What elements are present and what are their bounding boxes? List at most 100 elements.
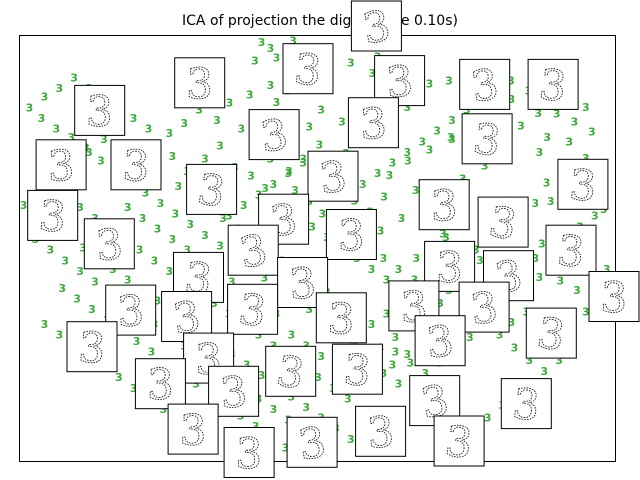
scatter-point: 3 [282, 441, 290, 454]
scatter-point: 3 [305, 120, 313, 133]
scatter-point: 3 [383, 307, 391, 320]
digit-thumbnail: 3 [557, 158, 609, 211]
digit-thumbnail: 3 [500, 378, 552, 431]
scatter-point: 3 [347, 433, 355, 446]
digit-thumbnail: 3 [347, 97, 399, 149]
digit-thumbnail: 3 [186, 164, 238, 217]
scatter-point: 3 [91, 276, 99, 289]
scatter-point: 3 [511, 341, 519, 354]
digit-thumbnail: 3 [66, 321, 118, 374]
scatter-point: 3 [55, 329, 63, 342]
scatter-point: 3 [70, 72, 78, 85]
scatter-point: 3 [317, 350, 325, 363]
scatter-point: 3 [543, 177, 551, 190]
thumbnail-frame [355, 405, 407, 457]
thumbnail-frame [414, 315, 466, 367]
thumbnail-frame [282, 43, 334, 95]
scatter-point: 3 [273, 52, 281, 65]
scatter-point: 3 [267, 79, 275, 92]
scatter-point: 3 [481, 160, 489, 173]
scatter-point: 3 [392, 346, 400, 359]
scatter-point: 3 [67, 131, 75, 144]
scatter-point: 3 [507, 75, 515, 88]
scatter-point: 3 [317, 104, 325, 117]
scatter-point: 3 [418, 135, 426, 148]
digit-thumbnail: 3 [315, 292, 367, 344]
scatter-point: 3 [398, 212, 406, 225]
scatter-point: 3 [496, 329, 504, 342]
thumbnail-frame [35, 139, 87, 191]
scatter-point: 3 [305, 303, 313, 316]
scatter-point: 3 [174, 180, 182, 193]
scatter-point: 3 [226, 97, 234, 110]
scatter-point: 3 [573, 284, 581, 297]
scatter-point: 3 [237, 123, 245, 136]
scatter-point: 3 [142, 186, 150, 199]
scatter-point: 3 [404, 155, 412, 168]
scatter-point: 3 [251, 55, 259, 68]
scatter-point: 3 [243, 358, 251, 371]
scatter-point: 3 [41, 318, 49, 331]
thumbnail-frame [248, 109, 300, 161]
digit-thumbnail: 3 [350, 0, 402, 54]
scatter-point: 3 [536, 146, 544, 159]
digit-thumbnail: 3 [527, 58, 579, 112]
digit-thumbnail: 3 [227, 283, 279, 337]
digit-glyph: 3 [317, 151, 350, 203]
digit-thumbnail: 3 [74, 84, 126, 137]
digit-glyph: 3 [186, 59, 214, 108]
scatter-point: 3 [508, 93, 516, 106]
scatter-point: 3 [258, 36, 266, 49]
digit-thumbnail: 3 [105, 284, 157, 337]
digit-glyph: 3 [359, 99, 388, 149]
scatter-point: 3 [52, 123, 60, 136]
digit-glyph: 3 [147, 360, 174, 409]
scatter-point: 3 [192, 378, 200, 391]
thumbnail-frame [227, 283, 279, 335]
digit-glyph: 3 [537, 59, 570, 111]
scatter-point: 3 [270, 403, 278, 416]
digit-glyph: 3 [424, 316, 456, 368]
scatter-point: 3 [531, 197, 539, 210]
thumbnail-frame [557, 158, 609, 210]
scatter-point: 3 [201, 152, 209, 165]
scatter-point: 3 [389, 157, 397, 170]
thumbnail-frame [315, 292, 367, 344]
scatter-point: 3 [525, 354, 533, 367]
scatter-point: 3 [412, 184, 420, 197]
scatter-point: 3 [299, 157, 307, 170]
scatter-point: 3 [412, 252, 420, 265]
thumbnail-frame [458, 281, 510, 333]
scatter-point: 3 [133, 335, 141, 348]
scatter-point: 3 [442, 231, 450, 244]
digit-thumbnail: 3 [477, 196, 529, 250]
scatter-point: 3 [466, 331, 474, 344]
scatter-point: 3 [436, 297, 444, 310]
scatter-point: 3 [344, 392, 352, 405]
scatter-point: 3 [41, 91, 49, 104]
digit-glyph: 3 [555, 225, 587, 277]
scatter-point: 3 [186, 218, 194, 231]
thumbnail-frame [331, 343, 383, 395]
thumbnail-frame [223, 427, 275, 478]
scatter-point: 3 [448, 133, 456, 146]
scatter-point: 3 [61, 254, 69, 267]
thumbnail-frame [500, 378, 552, 430]
scatter-point: 3 [463, 104, 471, 117]
digit-thumbnail: 3 [461, 113, 513, 166]
scatter-point: 3 [476, 254, 484, 267]
scatter-point: 3 [368, 67, 376, 80]
digit-glyph: 3 [218, 367, 249, 418]
digit-thumbnail: 3 [355, 405, 407, 458]
digit-thumbnail: 3 [525, 307, 577, 361]
scatter-point: 3 [392, 331, 400, 344]
digit-thumbnail: 3 [459, 59, 511, 112]
scatter-point: 3 [389, 358, 397, 371]
scatter-point: 3 [228, 276, 236, 289]
scatter-point: 3 [472, 244, 480, 257]
thumbnail-frame [307, 150, 359, 202]
scatter-point: 3 [46, 244, 54, 257]
scatter-point: 3 [246, 89, 254, 102]
thumbnail-frame [461, 113, 513, 165]
